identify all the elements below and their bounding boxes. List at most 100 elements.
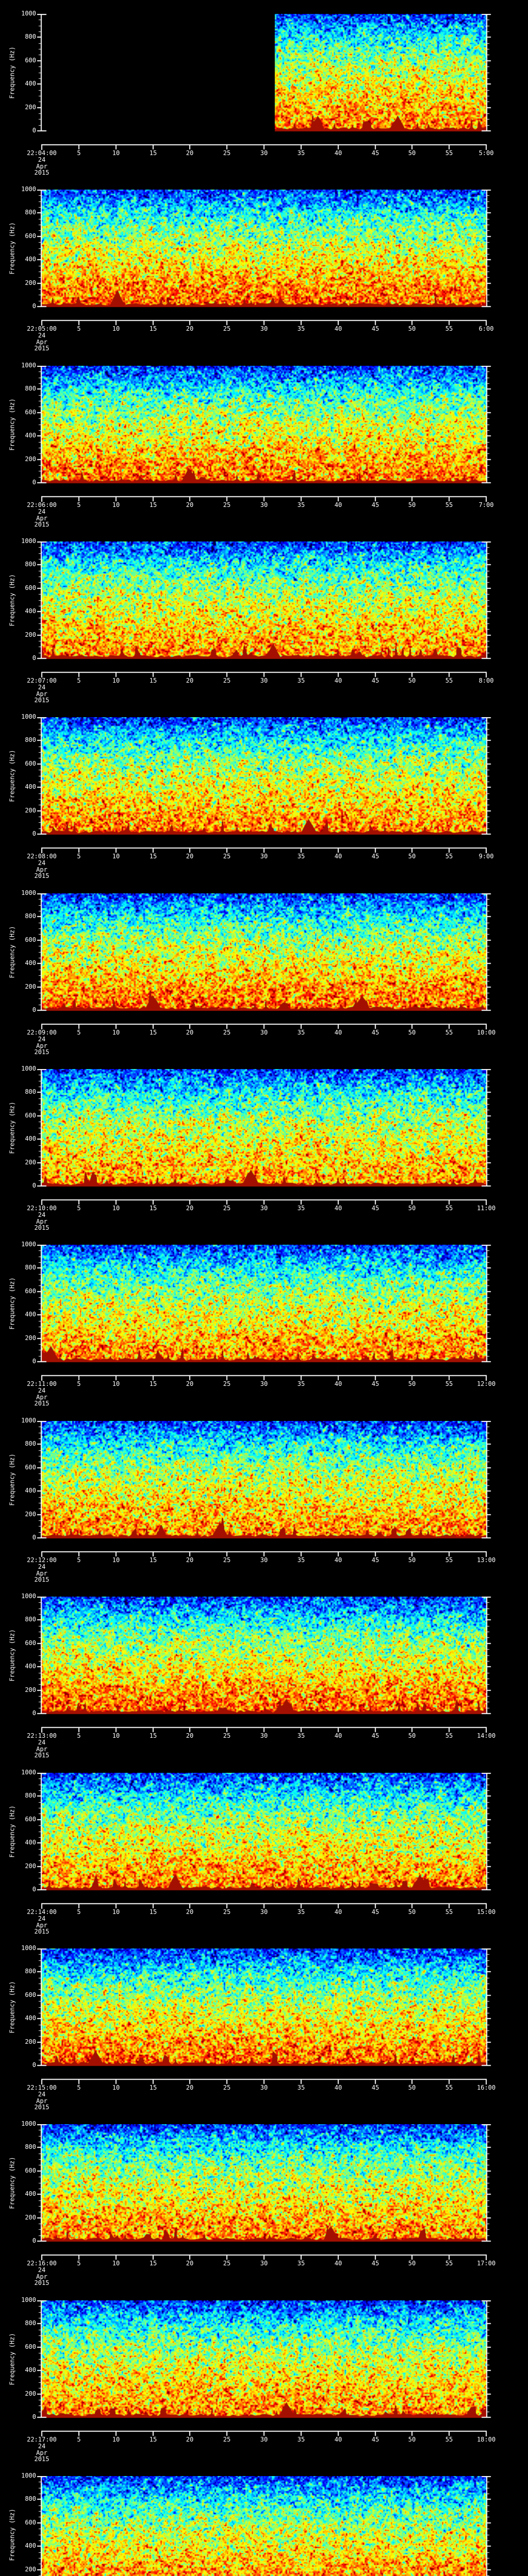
y-tick-label: 600 xyxy=(25,936,36,943)
x-tick-label: 10 xyxy=(112,2260,120,2267)
y-tick-label: 600 xyxy=(25,1991,36,1998)
spectrogram-panel: Frequency (Hz) 0 200 400 600 800 1000 22:17:00 5… xyxy=(0,2297,528,2476)
end-time-label: 14:00 xyxy=(476,1732,496,1739)
x-tick-label: 40 xyxy=(334,853,342,860)
x-tick-label: 15 xyxy=(149,1732,157,1739)
spectrogram-panel: Frequency (Hz) 0 200 400 600 800 1000 22:16:00 5… xyxy=(0,2121,528,2300)
x-tick-label: 30 xyxy=(260,2084,268,2091)
date-line: Apr xyxy=(36,1218,47,1225)
date-line: Apr xyxy=(36,866,47,873)
x-tick-label: 35 xyxy=(297,2436,305,2443)
x-tick-label: 55 xyxy=(445,149,453,157)
x-tick-label: 45 xyxy=(371,677,380,684)
y-axis-title: Frequency (Hz) xyxy=(8,2509,16,2561)
date-line: 24 xyxy=(38,156,46,163)
y-tick-label: 1000 xyxy=(21,889,36,896)
date-line: Apr xyxy=(36,1922,47,1929)
date-line: 24 xyxy=(38,1387,46,1394)
y-axis-title: Frequency (Hz) xyxy=(8,2157,16,2209)
x-tick-label: 25 xyxy=(223,501,231,509)
date-line: Apr xyxy=(36,2273,47,2280)
x-tick-label: 40 xyxy=(334,677,342,684)
x-tick-label: 25 xyxy=(223,2260,231,2267)
y-tick-label: 600 xyxy=(25,760,36,767)
y-tick-label: 600 xyxy=(25,2167,36,2174)
x-tick-label: 20 xyxy=(186,853,194,860)
x-tick-label: 25 xyxy=(223,677,231,684)
y-tick-label: 600 xyxy=(25,584,36,591)
x-tick-label: 50 xyxy=(408,1556,416,1564)
y-tick-label: 600 xyxy=(25,57,36,64)
y-tick-label: 400 xyxy=(25,2190,36,2197)
x-tick-label: 55 xyxy=(445,2084,453,2091)
x-tick-label: 15 xyxy=(149,1908,157,1916)
date-line: 24 xyxy=(38,1915,46,1922)
date-line: 24 xyxy=(38,1563,46,1570)
y-axis-title: Frequency (Hz) xyxy=(8,926,16,978)
date-line: Apr xyxy=(36,1570,47,1577)
x-tick-label: 55 xyxy=(445,1205,453,1212)
x-tick-label: 10 xyxy=(112,853,120,860)
x-tick-label: 15 xyxy=(149,325,157,332)
y-tick-label: 600 xyxy=(25,1287,36,1295)
date-line: Apr xyxy=(36,2097,47,2105)
x-tick-label: 50 xyxy=(408,149,416,157)
x-tick-label: 15 xyxy=(149,853,157,860)
y-tick-label: 400 xyxy=(25,1839,36,1846)
end-time-label: 11:00 xyxy=(476,1205,496,1212)
x-tick-label: 45 xyxy=(371,1029,380,1036)
y-tick-label: 400 xyxy=(25,2014,36,2022)
start-time-label: 22:17:00 xyxy=(27,2436,57,2443)
end-time-label: 12:00 xyxy=(476,1380,496,1387)
y-axis-title: Frequency (Hz) xyxy=(8,398,16,451)
end-time-label: 8:00 xyxy=(478,677,494,684)
date-line: Apr xyxy=(36,1745,47,1753)
date-line: Apr xyxy=(36,1394,47,1401)
y-tick-label: 200 xyxy=(25,1511,36,1518)
end-time-label: 15:00 xyxy=(476,1908,496,1916)
x-tick-label: 20 xyxy=(186,1205,194,1212)
x-tick-label: 5 xyxy=(77,1908,81,1916)
x-tick-label: 40 xyxy=(334,2436,342,2443)
x-tick-label: 25 xyxy=(223,1380,231,1387)
date-line: Apr xyxy=(36,338,47,346)
y-tick-label: 0 xyxy=(32,1534,36,1541)
spectrogram-panel: Frequency (Hz) 0 200 400 600 800 1000 22:14:00 5… xyxy=(0,1769,528,1948)
y-tick-label: 200 xyxy=(25,1862,36,1870)
x-tick-label: 35 xyxy=(297,1029,305,1036)
x-tick-label: 40 xyxy=(334,1556,342,1564)
date-line: 2015 xyxy=(34,2279,50,2286)
start-time-label: 22:12:00 xyxy=(27,1556,57,1564)
y-tick-label: 1000 xyxy=(21,1592,36,1600)
spectrogram-canvas xyxy=(0,190,528,326)
x-tick-label: 30 xyxy=(260,1556,268,1564)
y-tick-label: 400 xyxy=(25,607,36,615)
x-tick-label: 25 xyxy=(223,1556,231,1564)
y-tick-label: 800 xyxy=(25,561,36,568)
date-line: 24 xyxy=(38,859,46,867)
y-tick-label: 800 xyxy=(25,1088,36,1095)
x-tick-label: 45 xyxy=(371,325,380,332)
end-time-label: 18:00 xyxy=(476,2436,496,2443)
x-tick-label: 20 xyxy=(186,1732,194,1739)
y-tick-label: 600 xyxy=(25,2519,36,2526)
spectrogram-panel: Frequency (Hz) 0 200 400 600 800 1000 22:15:00 5… xyxy=(0,1944,528,2124)
x-tick-label: 35 xyxy=(297,325,305,332)
x-tick-label: 5 xyxy=(77,325,81,332)
date-line: 2015 xyxy=(34,872,50,879)
x-tick-label: 25 xyxy=(223,2084,231,2091)
x-tick-label: 10 xyxy=(112,1380,120,1387)
y-tick-label: 400 xyxy=(25,1487,36,1494)
spectrogram-canvas xyxy=(0,541,528,677)
x-tick-label: 5 xyxy=(77,1556,81,1564)
spectrogram-canvas xyxy=(0,1069,528,1205)
spectrogram-canvas xyxy=(0,1773,528,1909)
y-tick-label: 600 xyxy=(25,1464,36,1471)
date-line: 24 xyxy=(38,332,46,339)
x-tick-label: 40 xyxy=(334,325,342,332)
x-tick-label: 25 xyxy=(223,325,231,332)
y-tick-label: 400 xyxy=(25,2542,36,2549)
date-line: 2015 xyxy=(34,1224,50,1231)
y-axis-title: Frequency (Hz) xyxy=(8,1277,16,1330)
y-tick-label: 1000 xyxy=(21,1944,36,1952)
